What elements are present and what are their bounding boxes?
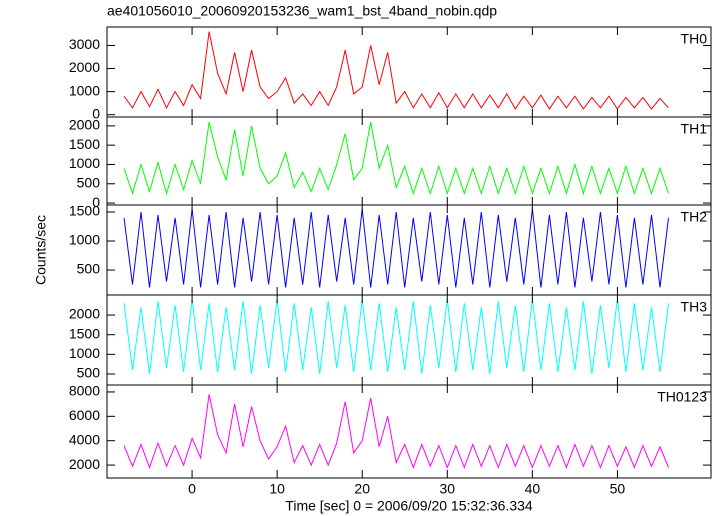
y-tick-label: 2000: [69, 456, 100, 472]
panel-label: TH0: [681, 31, 708, 47]
y-tick-label: 500: [77, 261, 101, 277]
panel-frame: [106, 384, 712, 479]
y-tick-label: 2000: [69, 59, 100, 75]
panel-label: TH1: [681, 121, 708, 137]
panel-label: TH0123: [657, 389, 707, 405]
y-tick-label: 1500: [69, 203, 100, 219]
data-line: [123, 394, 669, 469]
x-tick-label: 40: [525, 481, 541, 497]
data-line: [123, 121, 669, 196]
panel-frame: [106, 26, 712, 118]
chart-title: ae401056010_20060920153236_wam1_bst_4ban…: [107, 3, 497, 19]
panel-frame: [106, 116, 712, 206]
data-line: [123, 31, 669, 110]
y-tick-label: 0: [92, 105, 100, 121]
y-tick-label: 3000: [69, 36, 100, 52]
x-tick-label: 20: [354, 481, 370, 497]
y-tick-label: 6000: [69, 407, 100, 423]
y-tick-label: 1000: [69, 155, 100, 171]
x-axis-label: Time [sec] 0 = 2006/09/20 15:32:36.334: [285, 498, 533, 514]
x-tick-label: 10: [269, 481, 285, 497]
y-tick-label: 1000: [69, 232, 100, 248]
y-tick-label: 1000: [69, 82, 100, 98]
y-tick-label: 2000: [69, 117, 100, 133]
y-tick-label: 1500: [69, 136, 100, 152]
x-tick-label: 50: [610, 481, 626, 497]
panel-label: TH3: [681, 299, 708, 315]
panel-frame: [106, 294, 712, 386]
y-tick-label: 500: [77, 174, 101, 190]
y-tick-label: 8000: [69, 383, 100, 399]
data-line: [123, 209, 669, 288]
x-tick-label: 30: [439, 481, 455, 497]
y-tick-label: 0: [92, 194, 100, 210]
data-line: [123, 299, 669, 375]
y-tick-label: 1000: [69, 345, 100, 361]
y-tick-label: 2000: [69, 306, 100, 322]
y-tick-label: 500: [77, 365, 101, 381]
y-tick-label: 1500: [69, 325, 100, 341]
panel-label: TH2: [681, 209, 708, 225]
y-tick-label: 4000: [69, 431, 100, 447]
x-tick-label: 0: [188, 481, 196, 497]
y-axis-label: Counts/sec: [33, 215, 49, 285]
